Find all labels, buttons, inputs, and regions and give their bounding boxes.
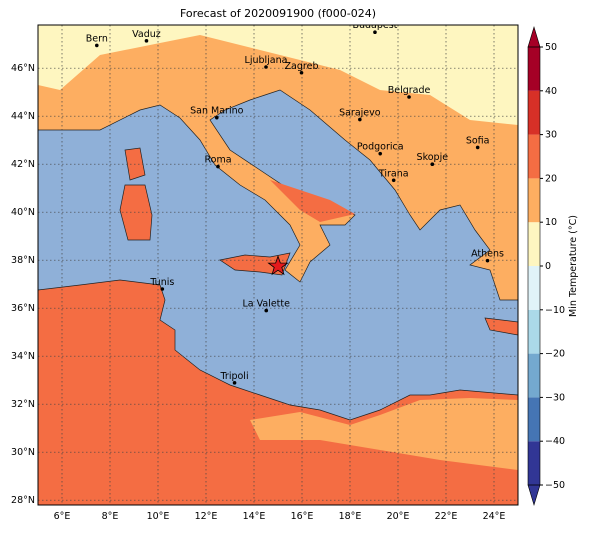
colorbar-tick-label: −40 xyxy=(545,436,565,447)
city-label: Tripoli xyxy=(220,371,249,382)
city-dot xyxy=(232,381,237,385)
warm-zone xyxy=(270,180,355,222)
colorbar-segment xyxy=(528,134,540,179)
city-label: La Valette xyxy=(242,299,290,310)
city-dot xyxy=(95,43,99,48)
city-dot xyxy=(216,164,220,169)
x-tick-label: 16°E xyxy=(291,511,314,522)
colorbar-tick-label: 20 xyxy=(545,173,557,184)
y-tick-label: 42°N xyxy=(11,159,35,170)
y-tick-label: 28°N xyxy=(11,495,35,506)
colorbar-tick-label: 40 xyxy=(545,86,557,97)
city-label: San Marino xyxy=(190,106,243,117)
city-label: Roma xyxy=(204,155,231,166)
colorbar-segment xyxy=(528,222,540,266)
city-label: Tirana xyxy=(378,168,409,179)
x-tick-label: 6°E xyxy=(54,511,71,522)
city-dot xyxy=(373,30,377,34)
city-dot xyxy=(160,287,165,291)
colorbar-segment xyxy=(528,353,540,398)
map-title: Forecast of 2020091900 (f000-024) xyxy=(180,7,376,20)
y-tick-label: 38°N xyxy=(11,255,35,266)
city-dot xyxy=(264,308,269,313)
y-tick-label: 30°N xyxy=(11,447,35,458)
x-tick-label: 8°E xyxy=(102,511,119,522)
city-label: Bern xyxy=(86,33,108,44)
city-dot xyxy=(215,115,219,120)
city-dot xyxy=(299,70,304,75)
colorbar-tick-label: 30 xyxy=(545,130,557,141)
colorbar-segment xyxy=(528,178,540,223)
colorbar-segment xyxy=(528,266,540,310)
x-tick-label: 18°E xyxy=(339,511,362,522)
city-label: Vaduz xyxy=(132,29,161,40)
colorbar-extend xyxy=(527,484,541,507)
city-dot xyxy=(407,95,411,99)
city-dot xyxy=(475,145,480,150)
colorbar-extend xyxy=(527,25,541,48)
city-label: Zagreb xyxy=(285,61,319,72)
colorbar-segment xyxy=(528,309,540,354)
city-dot xyxy=(485,258,490,263)
city-dot xyxy=(144,39,149,43)
colorbar-segment xyxy=(528,90,540,135)
x-tick-label: 14°E xyxy=(243,511,266,522)
city-label: Podgorica xyxy=(357,142,404,153)
city-label: Belgrade xyxy=(388,85,431,96)
y-tick-label: 46°N xyxy=(11,63,35,74)
y-tick-label: 44°N xyxy=(11,111,35,122)
city-label: Ljubljana xyxy=(245,55,288,66)
city-dot xyxy=(391,178,396,183)
x-tick-label: 22°E xyxy=(435,511,458,522)
colorbar-tick-label: −10 xyxy=(545,305,565,316)
y-tick-label: 32°N xyxy=(11,399,35,410)
y-tick-label: 36°N xyxy=(11,303,35,314)
land-turkey xyxy=(484,317,518,336)
colorbar-tick-label: −50 xyxy=(545,480,565,491)
city-label: Sarajevo xyxy=(339,108,381,119)
colorbar-segment xyxy=(528,441,540,485)
colorbar-tick-label: 50 xyxy=(545,42,557,53)
y-tick-label: 34°N xyxy=(11,351,35,362)
city-dot xyxy=(264,65,268,69)
colorbar-label: Min Temperature (°C) xyxy=(568,215,579,317)
colorbar-tick-label: −20 xyxy=(545,349,565,360)
city-label: Tunis xyxy=(149,277,174,288)
city-dot xyxy=(430,162,435,166)
colorbar-tick-label: 0 xyxy=(545,261,551,272)
colorbar-segment xyxy=(528,397,540,442)
city-label: Skopje xyxy=(417,152,449,163)
x-tick-label: 10°E xyxy=(147,511,170,522)
star-marker xyxy=(267,254,289,276)
city-dot xyxy=(378,151,383,156)
y-tick-label: 40°N xyxy=(11,207,35,218)
map-frame xyxy=(37,24,519,506)
colorbar-tick-label: −30 xyxy=(545,392,565,403)
city-label: Budapest xyxy=(352,20,397,31)
land-sardinia xyxy=(119,184,153,241)
city-label: Athens xyxy=(471,249,504,260)
city-label: Sofia xyxy=(466,135,490,146)
colorbar-tick-label: 10 xyxy=(545,217,557,228)
x-tick-label: 24°E xyxy=(483,511,506,522)
x-tick-label: 20°E xyxy=(387,511,410,522)
x-tick-label: 12°E xyxy=(195,511,218,522)
colorbar-segment xyxy=(528,47,540,91)
city-dot xyxy=(358,117,362,122)
